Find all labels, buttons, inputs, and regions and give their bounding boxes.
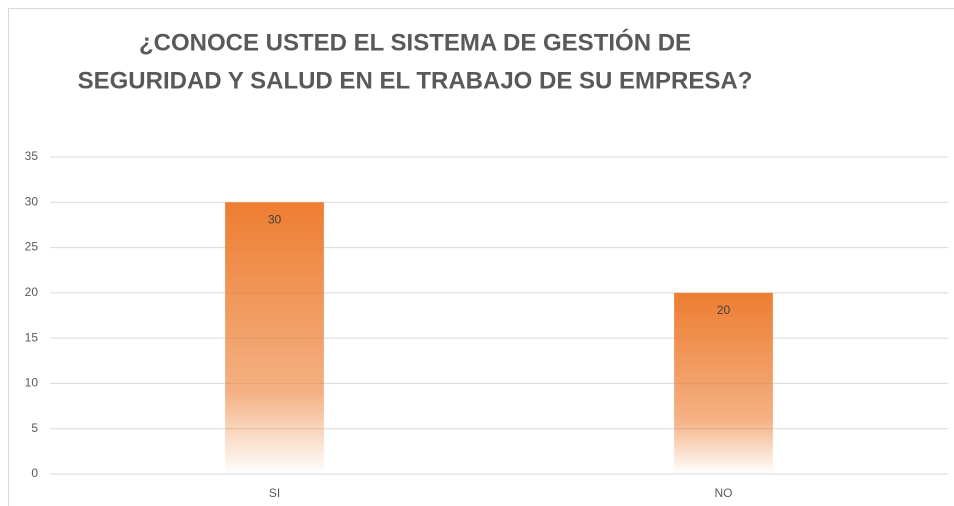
y-tick-label: 10 xyxy=(25,376,39,390)
y-tick-label: 15 xyxy=(25,330,39,344)
y-tick-label: 30 xyxy=(25,194,39,208)
x-tick-label: NO xyxy=(715,486,733,500)
data-label: 20 xyxy=(717,303,731,317)
y-tick-label: 0 xyxy=(31,466,38,480)
chart-title: SEGURIDAD Y SALUD EN EL TRABAJO DE SU EM… xyxy=(78,67,753,94)
data-label: 30 xyxy=(268,212,282,226)
y-tick-label: 25 xyxy=(25,240,39,254)
chart-title: ¿CONOCE USTED EL SISTEMA DE GESTIÓN DE xyxy=(139,28,691,56)
y-tick-label: 5 xyxy=(31,421,38,435)
bar xyxy=(674,292,773,474)
bar xyxy=(225,202,324,475)
y-tick-label: 20 xyxy=(25,285,39,299)
x-tick-label: SI xyxy=(269,486,280,500)
chart-border xyxy=(8,8,954,506)
y-tick-label: 35 xyxy=(25,149,39,163)
